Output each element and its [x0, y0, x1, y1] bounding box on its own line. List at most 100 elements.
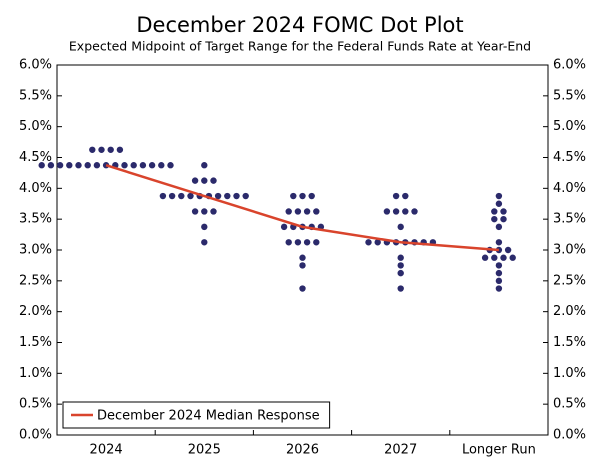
dot [75, 162, 82, 169]
chart-subtitle: Expected Midpoint of Target Range for th… [69, 39, 531, 54]
dot [495, 192, 503, 200]
dot [168, 192, 176, 200]
dot [148, 162, 156, 169]
y-tick-label: 4.0% [19, 181, 52, 196]
dot [210, 208, 217, 215]
y-tick-label: 3.0% [19, 243, 52, 258]
y-tick-label: 1.5% [19, 335, 52, 350]
dot [313, 208, 320, 215]
dot [290, 192, 297, 200]
dot [294, 208, 302, 215]
y-tick-label: 6.0% [19, 58, 52, 73]
dot [491, 208, 498, 215]
dot [500, 215, 507, 223]
dot [201, 239, 208, 246]
dot [178, 192, 185, 200]
dot [191, 177, 199, 184]
dot [158, 162, 165, 169]
dot [191, 208, 199, 215]
dot [93, 162, 101, 169]
dot [210, 177, 217, 184]
dot [308, 192, 315, 200]
dot [504, 246, 512, 254]
y-tick-label: 4.5% [19, 150, 52, 165]
dot [84, 162, 91, 169]
dot [392, 208, 400, 215]
dot [139, 162, 147, 169]
y2-tick-label: 2.5% [553, 273, 586, 288]
y2-tick-label: 5.5% [553, 88, 586, 103]
dot [121, 162, 128, 169]
y-tick-label: 0.0% [19, 428, 52, 443]
dot [294, 239, 302, 246]
dot [201, 162, 208, 169]
y2-tick-label: 3.0% [553, 243, 586, 258]
dot [116, 146, 124, 153]
y2-tick-label: 2.0% [553, 304, 586, 319]
dot [509, 254, 516, 261]
x-tick-label: 2027 [384, 443, 417, 458]
dot [299, 262, 306, 269]
dot [285, 239, 292, 246]
dot [397, 223, 404, 231]
dot [224, 192, 231, 200]
dot [201, 208, 208, 215]
legend: December 2024 Median Response [62, 401, 331, 429]
dot [491, 254, 498, 261]
dot [411, 208, 418, 215]
dot [187, 192, 194, 200]
dot [392, 192, 400, 200]
dot [201, 223, 208, 231]
y2-tick-label: 5.0% [553, 119, 586, 134]
dot [500, 254, 507, 261]
dot [299, 254, 306, 261]
dot [495, 277, 503, 285]
median-line [105, 164, 499, 252]
y-tick-label: 5.5% [19, 88, 52, 103]
dot [500, 208, 507, 215]
dot [495, 269, 503, 277]
dot [313, 239, 320, 246]
dot [495, 239, 503, 246]
legend-box [62, 401, 331, 429]
dot [495, 223, 503, 231]
dot [303, 208, 311, 215]
dot [402, 192, 409, 200]
dot [38, 162, 45, 169]
dot [397, 269, 404, 277]
chart-title: December 2024 FOMC Dot Plot [136, 13, 463, 37]
dot [383, 208, 391, 215]
dot [66, 162, 73, 169]
plot-frame [56, 64, 549, 436]
dot [233, 192, 240, 200]
dot [365, 239, 372, 246]
dot [495, 200, 503, 207]
dot [397, 285, 404, 292]
dot [47, 162, 55, 169]
dot [214, 192, 222, 200]
dot [89, 146, 96, 153]
dot [242, 192, 249, 200]
dot [107, 146, 114, 153]
dot [303, 239, 311, 246]
dot [167, 162, 174, 169]
y-tick-label: 2.5% [19, 273, 52, 288]
y-tick-label: 0.5% [19, 397, 52, 412]
dot [495, 262, 503, 269]
y2-tick-label: 0.5% [553, 397, 586, 412]
dot [481, 254, 489, 261]
dot [397, 254, 404, 261]
dot [491, 215, 498, 223]
dot [285, 208, 292, 215]
y2-tick-label: 4.0% [553, 181, 586, 196]
dot [98, 146, 105, 153]
dot [397, 262, 404, 269]
dot [299, 285, 306, 292]
y2-tick-label: 1.5% [553, 335, 586, 350]
y2-tick-label: 0.0% [553, 428, 586, 443]
dot [495, 285, 503, 292]
x-tick-label: 2024 [90, 443, 123, 458]
y-tick-label: 2.0% [19, 304, 52, 319]
x-tick-label: 2026 [286, 443, 319, 458]
